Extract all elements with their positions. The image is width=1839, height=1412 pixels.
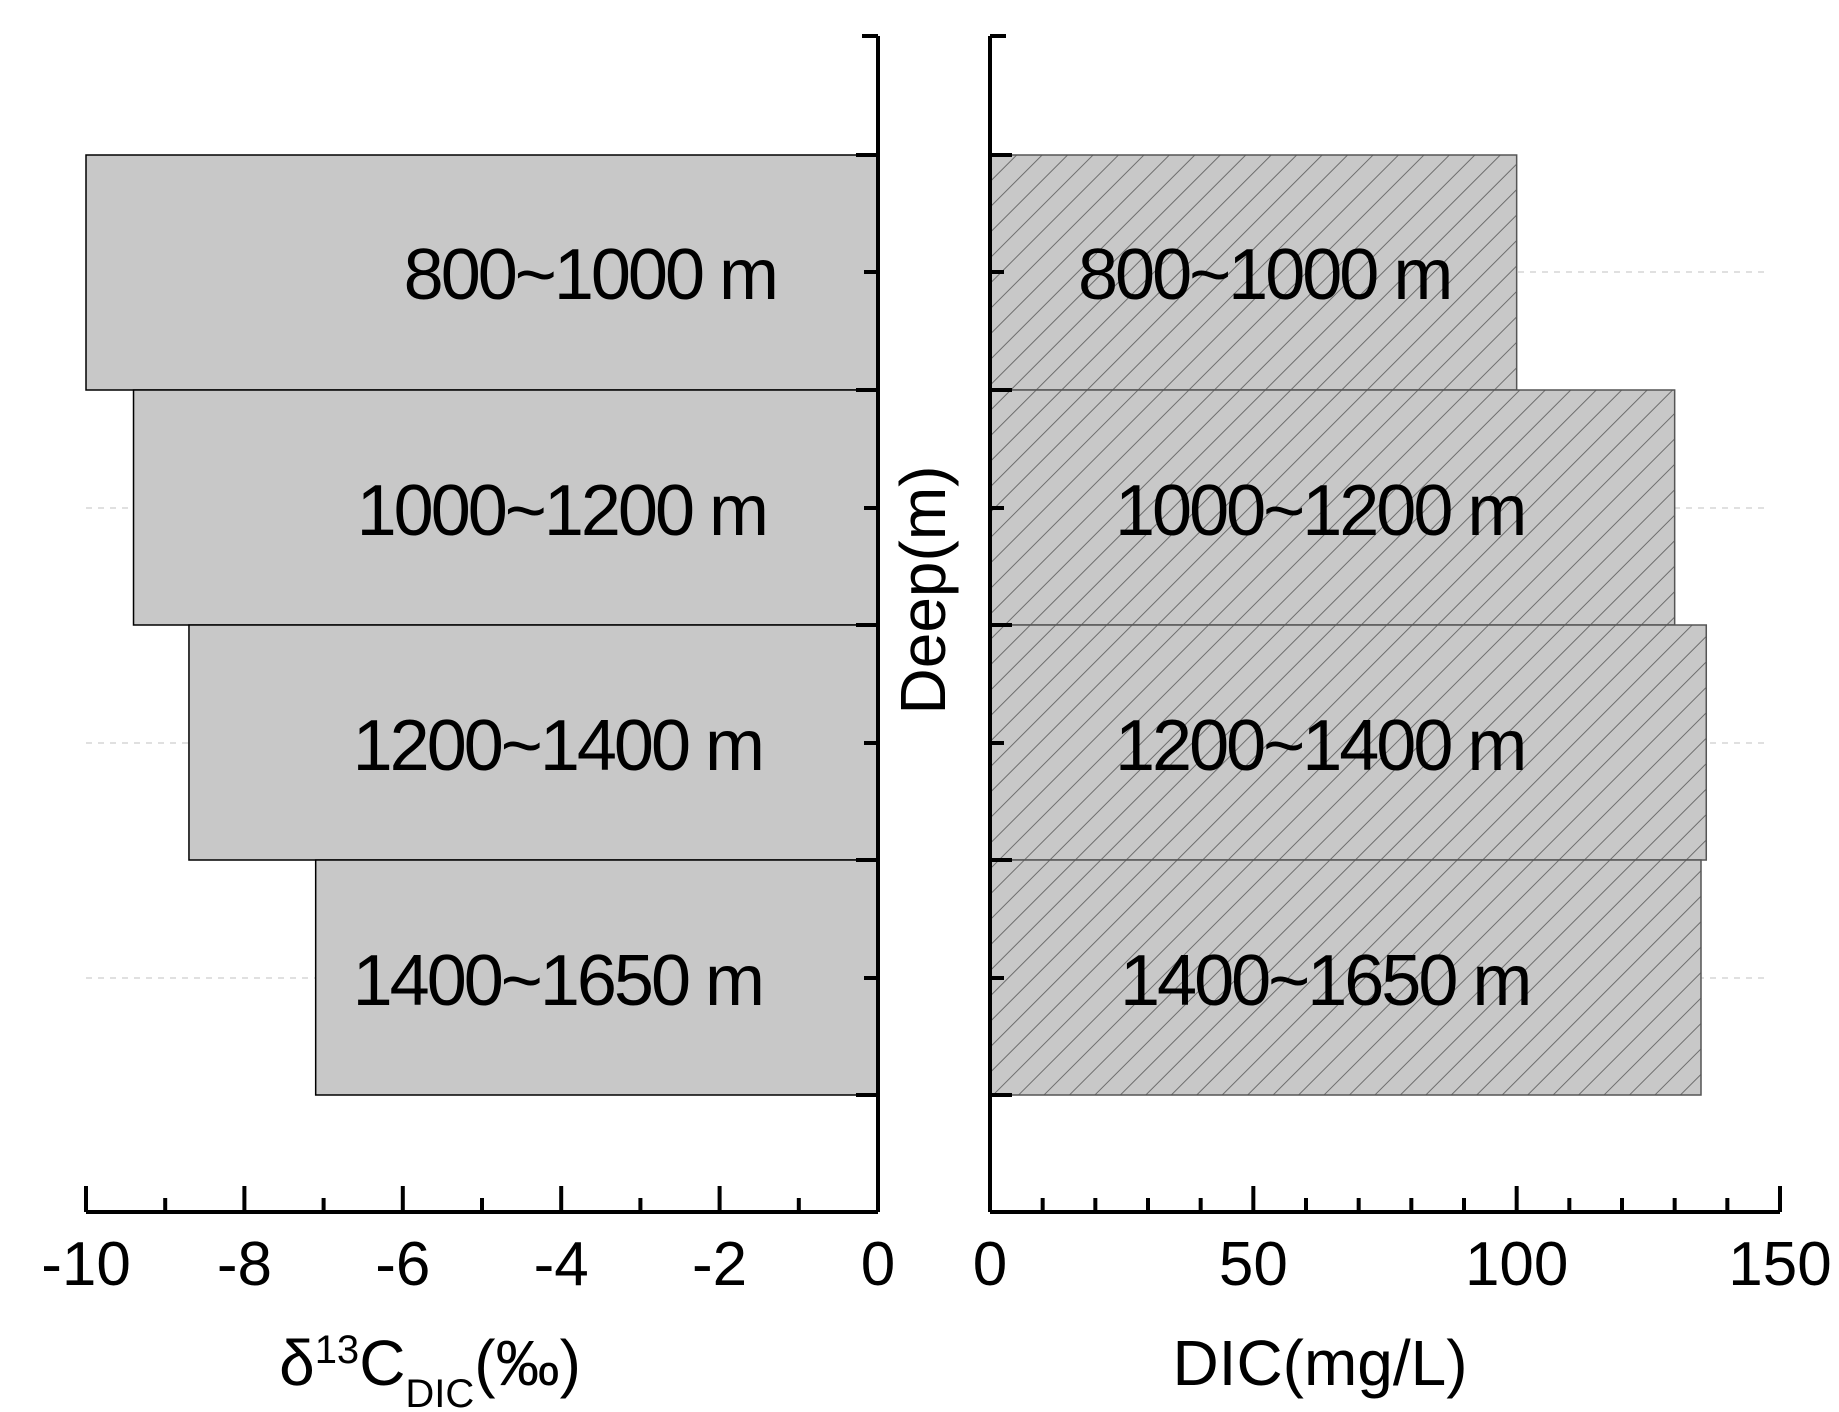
right-x-tick-labels: 0 50 100 150 <box>973 1230 1832 1299</box>
right-bar-label-2: 1200~1400 m <box>1115 706 1524 786</box>
right-x-tick-label: 100 <box>1465 1230 1568 1299</box>
left-x-tick-label: -6 <box>375 1230 430 1299</box>
left-x-tick-labels: -10 -8 -6 -4 -2 0 <box>41 1230 895 1299</box>
left-bar-label-3: 1400~1650 m <box>353 941 762 1021</box>
left-x-tick-label: -2 <box>692 1230 747 1299</box>
left-bar-2 <box>188 624 879 861</box>
right-bar-1 <box>989 389 1676 626</box>
right-x-axis-title: DIC(mg/L) <box>1172 1327 1467 1399</box>
right-x-tick-label: 0 <box>973 1230 1007 1299</box>
left-x-tick-label: -10 <box>41 1230 131 1299</box>
left-bar-3 <box>314 859 879 1096</box>
left-x-tick-label: 0 <box>861 1230 895 1299</box>
left-x-tick-label: -8 <box>217 1230 272 1299</box>
left-axes <box>84 34 880 1214</box>
left-bar-label-0: 800~1000 m <box>404 235 776 315</box>
right-axes <box>988 34 1782 1214</box>
left-x-title-mid: C <box>359 1327 405 1399</box>
left-x-title-sub: DIC <box>405 1372 474 1412</box>
left-x-title-main: δ <box>279 1327 315 1399</box>
right-bar-label-3: 1400~1650 m <box>1120 941 1529 1021</box>
right-bar-labels: 800~1000 m 1000~1200 m 1200~1400 m 1400~165… <box>1078 235 1532 1021</box>
right-panel: 800~1000 m 1000~1200 m 1200~1400 m 1400~165… <box>973 34 1832 1399</box>
left-bar-label-1: 1000~1200 m <box>357 471 766 551</box>
left-panel: 800~1000 m 1000~1200 m 1200~1400 m 1400~165… <box>41 34 895 1412</box>
right-bar-2 <box>989 624 1708 861</box>
left-x-axis-title: δ13CDIC(‰) <box>279 1327 581 1412</box>
right-x-tick-label: 50 <box>1219 1230 1288 1299</box>
right-bar-0 <box>989 154 1518 391</box>
right-bar-label-1: 1000~1200 m <box>1115 471 1524 551</box>
right-bar-3 <box>989 859 1702 1096</box>
y-axis-title: Deep(m) <box>887 466 959 715</box>
right-bars <box>989 154 1708 1096</box>
left-bar-1 <box>132 389 879 626</box>
left-x-title-sup: 13 <box>315 1328 360 1372</box>
left-bar-0 <box>85 154 879 391</box>
left-x-title-tail: (‰) <box>474 1327 581 1399</box>
left-bar-label-2: 1200~1400 m <box>353 706 762 786</box>
left-x-tick-label: -4 <box>534 1230 589 1299</box>
right-x-tick-label: 150 <box>1728 1230 1831 1299</box>
left-bar-labels: 800~1000 m 1000~1200 m 1200~1400 m 1400~165… <box>353 235 779 1021</box>
left-bars <box>85 154 879 1096</box>
right-bar-label-0: 800~1000 m <box>1078 235 1450 315</box>
